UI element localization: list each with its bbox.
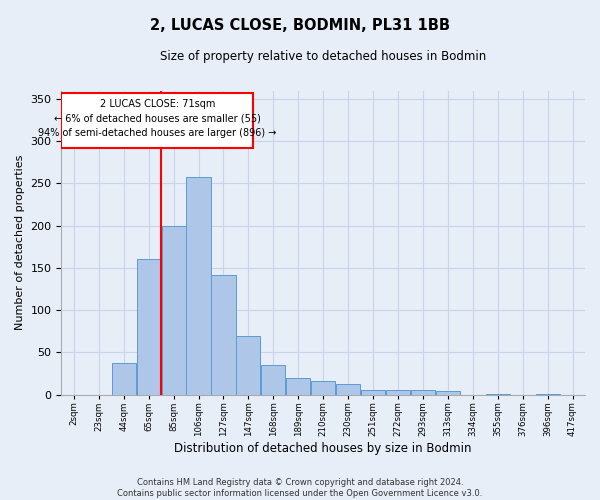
- Text: Contains HM Land Registry data © Crown copyright and database right 2024.
Contai: Contains HM Land Registry data © Crown c…: [118, 478, 482, 498]
- Bar: [261, 365, 286, 394]
- Bar: [187, 176, 211, 394]
- Text: 94% of semi-detached houses are larger (896) →: 94% of semi-detached houses are larger (…: [38, 128, 277, 138]
- X-axis label: Distribution of detached houses by size in Bodmin: Distribution of detached houses by size …: [175, 442, 472, 455]
- Bar: [411, 390, 435, 394]
- Bar: [436, 391, 460, 394]
- Bar: [361, 390, 385, 394]
- Bar: [112, 362, 136, 394]
- Bar: [386, 390, 410, 394]
- Bar: [161, 226, 185, 394]
- Bar: [336, 384, 360, 394]
- Bar: [236, 336, 260, 394]
- Y-axis label: Number of detached properties: Number of detached properties: [15, 155, 25, 330]
- Text: 2 LUCAS CLOSE: 71sqm: 2 LUCAS CLOSE: 71sqm: [100, 99, 215, 109]
- FancyBboxPatch shape: [61, 93, 253, 148]
- Bar: [311, 381, 335, 394]
- Bar: [286, 378, 310, 394]
- Text: ← 6% of detached houses are smaller (55): ← 6% of detached houses are smaller (55): [54, 114, 261, 124]
- Bar: [137, 260, 161, 394]
- Bar: [211, 274, 236, 394]
- Title: Size of property relative to detached houses in Bodmin: Size of property relative to detached ho…: [160, 50, 487, 63]
- Text: 2, LUCAS CLOSE, BODMIN, PL31 1BB: 2, LUCAS CLOSE, BODMIN, PL31 1BB: [150, 18, 450, 32]
